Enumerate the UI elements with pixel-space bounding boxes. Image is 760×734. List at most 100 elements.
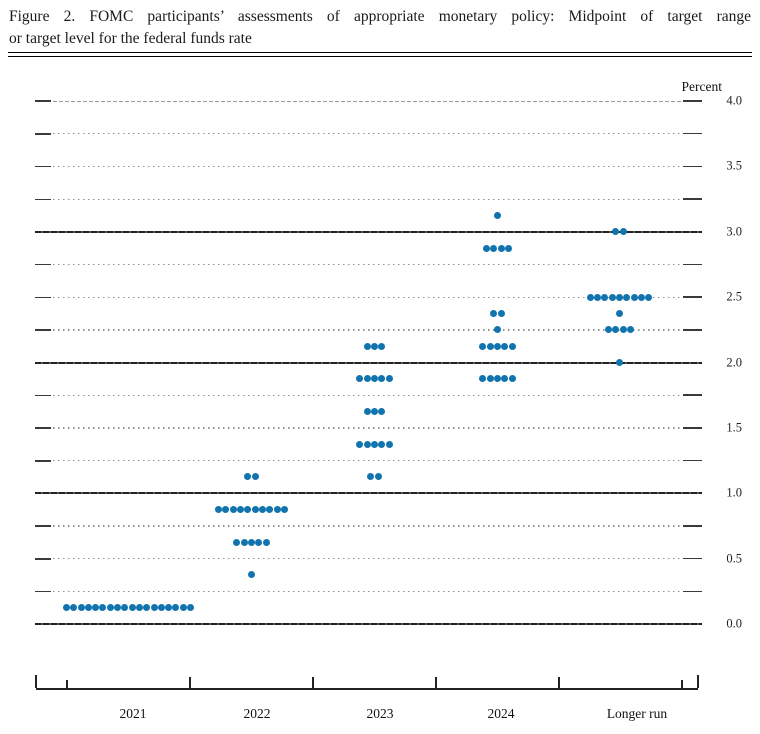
projection-dot <box>385 375 393 383</box>
x-axis-category-label: Longer run <box>606 706 668 721</box>
gridline-right-tick <box>683 427 702 429</box>
projection-dot <box>187 604 195 612</box>
y-axis-tick-label: 0.5 <box>726 551 742 566</box>
gridline-left-tick <box>35 263 51 266</box>
projection-dot <box>121 604 129 612</box>
projection-dot <box>215 506 223 514</box>
gridline-top-dashed <box>53 100 682 102</box>
projection-dot <box>619 228 627 236</box>
projection-dot <box>378 375 386 383</box>
projection-dot <box>486 375 494 383</box>
projection-dot <box>619 326 627 334</box>
projection-dot <box>594 293 602 301</box>
y-axis-tick-label: 2.5 <box>726 289 742 304</box>
figure-title-line2: or target level for the federal funds ra… <box>9 30 252 47</box>
projection-dot <box>356 440 364 448</box>
projection-dot <box>237 506 245 514</box>
projection-dot <box>363 408 371 416</box>
gridline-right-tick <box>683 100 702 102</box>
gridline-left-tick <box>35 460 51 462</box>
gridline-dotted <box>53 590 682 592</box>
projection-dot <box>262 538 270 546</box>
projection-dot <box>586 293 594 301</box>
projection-dot <box>150 604 158 612</box>
gridline-left-tick <box>35 165 51 168</box>
title-double-rule <box>8 52 752 57</box>
projection-dot <box>371 440 378 448</box>
projection-dot <box>623 293 631 301</box>
x-axis-tick <box>312 677 314 688</box>
projection-dot <box>62 604 70 612</box>
projection-dot <box>494 342 501 350</box>
gridline-left-tick <box>35 394 51 397</box>
projection-dot <box>244 506 252 514</box>
projection-dot <box>258 506 266 514</box>
x-axis-tick <box>35 675 37 688</box>
gridline-dotted <box>53 165 682 168</box>
projection-dot <box>483 244 491 252</box>
gridline-right-tick <box>683 198 702 200</box>
projection-dot <box>494 375 501 383</box>
projection-dot <box>486 342 494 350</box>
projection-dot <box>135 604 143 612</box>
projection-dot <box>363 375 371 383</box>
projection-dot <box>494 326 501 334</box>
projection-dot <box>371 408 378 416</box>
projection-dot <box>229 506 237 514</box>
gridline-major <box>35 492 702 495</box>
projection-dot <box>501 342 509 350</box>
gridline-right-tick <box>683 394 702 396</box>
x-axis-category-label: 2022 <box>243 706 271 721</box>
projection-dot <box>616 293 623 301</box>
projection-dot <box>251 506 259 514</box>
projection-dot <box>251 473 259 481</box>
gridline-left-tick <box>35 558 51 560</box>
x-axis-tick <box>681 680 683 688</box>
y-axis-tick-label: 4.0 <box>726 93 742 108</box>
projection-dot <box>494 211 501 219</box>
x-axis-tick <box>66 680 68 688</box>
projection-dot <box>626 326 634 334</box>
projection-dot <box>77 604 85 612</box>
projection-dot <box>497 244 505 252</box>
gridline-right-tick <box>683 329 702 331</box>
gridline-right-tick <box>683 132 702 135</box>
projection-dot <box>84 604 92 612</box>
projection-dot <box>356 375 364 383</box>
projection-dot <box>106 604 114 612</box>
projection-dot <box>479 342 487 350</box>
projection-dot <box>70 604 78 612</box>
gridline-right-tick <box>683 263 702 266</box>
projection-dot <box>114 604 122 612</box>
projection-dot <box>367 473 375 481</box>
projection-dot <box>630 293 638 301</box>
figure-title: Figure 2. FOMC participants’ assessments… <box>9 6 751 50</box>
gridline-major <box>35 623 702 625</box>
gridline-left-tick <box>35 296 51 299</box>
gridline-dotted <box>53 394 682 396</box>
projection-dot <box>601 293 609 301</box>
projection-dot <box>266 506 274 514</box>
projection-dot <box>374 473 382 481</box>
y-axis-tick-label: 0.0 <box>726 616 742 631</box>
projection-dot <box>165 604 173 612</box>
gridline-right-tick <box>683 165 702 168</box>
projection-dot <box>255 538 263 546</box>
x-axis-category-label: 2024 <box>487 706 515 721</box>
x-axis-tick <box>189 677 191 688</box>
gridline-dotted <box>53 329 682 331</box>
projection-dot <box>508 375 516 383</box>
y-axis-tick-label: 1.5 <box>726 420 742 435</box>
gridline-right-tick <box>683 296 702 298</box>
gridline-dotted <box>53 263 682 266</box>
gridline-right-tick <box>683 557 702 560</box>
y-axis-tick-label: 2.0 <box>726 355 742 369</box>
projection-dot <box>616 359 623 366</box>
projection-dot <box>240 538 248 546</box>
projection-dot <box>179 604 187 612</box>
gridline-right-tick <box>683 590 702 593</box>
projection-dot <box>172 604 180 612</box>
projection-dot <box>244 473 252 481</box>
gridline-left-tick <box>35 198 51 201</box>
x-axis-tick <box>697 675 699 688</box>
